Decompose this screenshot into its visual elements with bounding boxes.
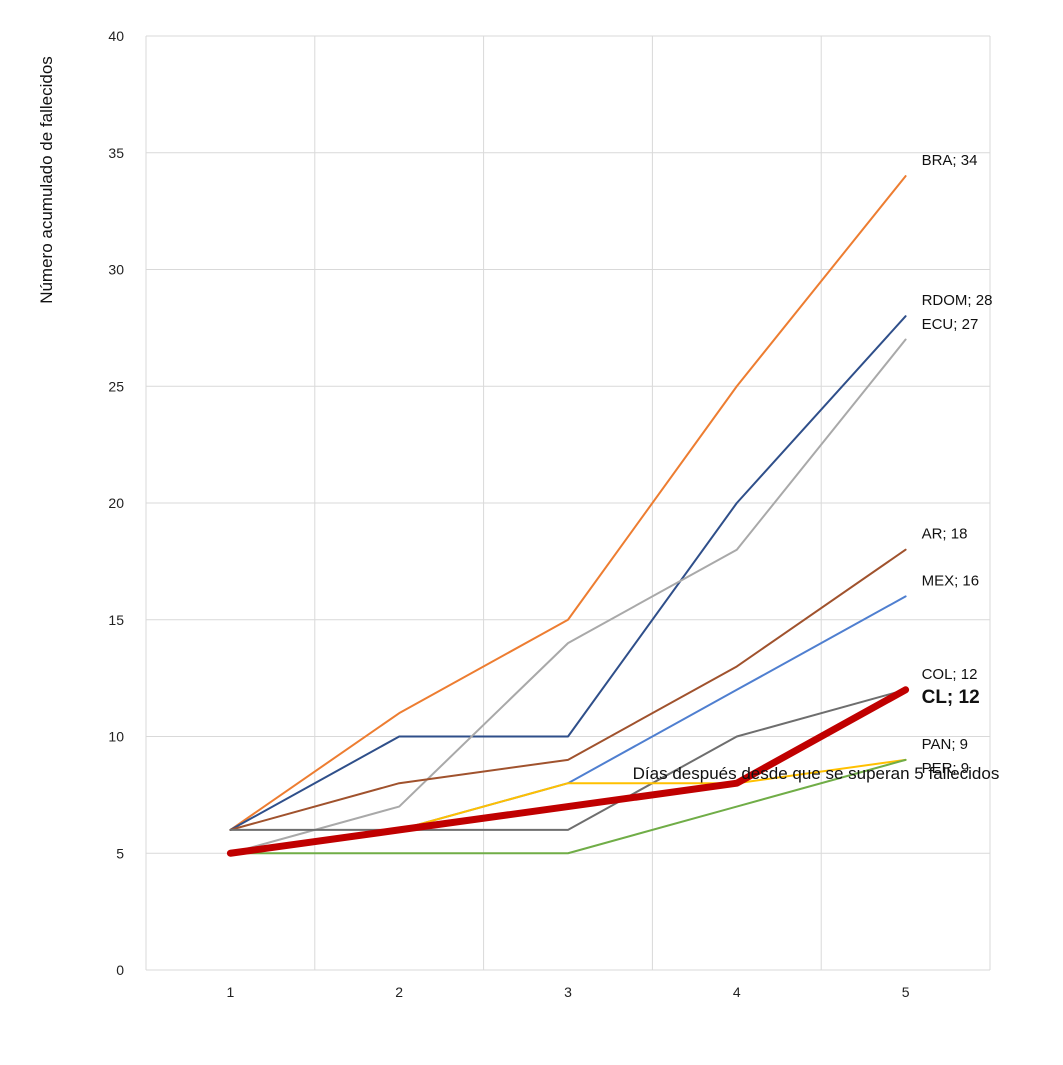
series-label-cl: CL; 12	[922, 687, 980, 708]
chart-series-labels: BRA; 34 RDOM; 28 ECU; 27 AR; 18 MEX; 16 COL; …	[922, 152, 993, 777]
y-tick-label: 20	[108, 495, 124, 511]
series-label-ecu: ECU; 27	[922, 316, 979, 333]
series-line-bra	[229, 175, 907, 831]
y-tick-label: 40	[108, 28, 124, 44]
y-tick-label: 5	[116, 845, 124, 861]
series-line-ar	[229, 548, 907, 831]
series-line-per	[229, 758, 907, 855]
series-label-ar: AR; 18	[922, 526, 968, 543]
series-line-ecu	[229, 338, 907, 855]
series-label-col: COL; 12	[922, 666, 978, 683]
y-tick-label: 25	[108, 378, 124, 394]
x-tick-label: 1	[227, 984, 235, 1000]
series-label-rdom: RDOM; 28	[922, 292, 993, 309]
series-line-rdom	[229, 315, 907, 831]
series-label-per: PER; 9	[922, 760, 970, 777]
x-tick-label: 5	[902, 984, 910, 1000]
series-label-pan: PAN; 9	[922, 736, 968, 753]
series-label-mex: MEX; 16	[922, 572, 980, 589]
chart-series-lines	[226, 175, 910, 857]
x-tick-label: 3	[564, 984, 572, 1000]
series-line-mex	[229, 595, 907, 855]
y-axis-label: Número acumulado de fallecidos	[37, 56, 56, 304]
y-tick-label: 30	[108, 262, 124, 278]
y-tick-label: 10	[108, 729, 124, 745]
x-tick-label: 2	[395, 984, 403, 1000]
y-tick-label: 0	[116, 962, 124, 978]
x-axis-label: Días después desde que se superan 5 fall…	[633, 764, 1000, 783]
chart-ticks: 0 5 10 15 20 25 30 35 40 1 2 3 4 5	[108, 28, 909, 1000]
series-line-col	[229, 688, 907, 831]
series-line-cl	[226, 686, 910, 857]
x-tick-label: 4	[733, 984, 741, 1000]
y-tick-label: 35	[108, 145, 124, 161]
y-tick-label: 15	[108, 612, 124, 628]
series-label-bra: BRA; 34	[922, 152, 978, 169]
